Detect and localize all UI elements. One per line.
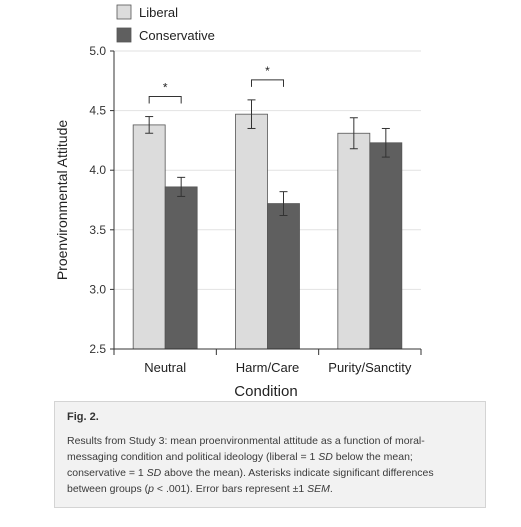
significance-brackets: **	[148, 64, 284, 104]
caption-text: Results from Study 3: mean proenvironmen…	[67, 433, 473, 497]
caption-run: between groups (	[67, 483, 149, 495]
y-tick-label: 4.5	[89, 104, 106, 118]
axes	[113, 51, 422, 355]
bar	[235, 113, 268, 350]
figure-label: Fig. 2.	[67, 411, 99, 423]
caption-run: Results from Study 3: mean proenvironmen…	[67, 435, 425, 447]
y-tick-labels: 2.5 3.0 3.5 4.0 4.5 5.0	[89, 44, 106, 356]
caption-italic-run: SD	[146, 467, 162, 479]
caption-run: < .001). Error bars represent ±1	[153, 483, 308, 495]
caption-run: .	[329, 483, 333, 495]
bar	[164, 186, 198, 350]
legend-label: Conservative	[139, 28, 215, 43]
bar	[369, 142, 403, 350]
caption-italic-run: SD	[318, 451, 333, 463]
caption-run: messaging condition and political ideolo…	[67, 451, 319, 463]
caption-run: below the mean;	[332, 451, 413, 463]
legend-swatch	[116, 27, 132, 43]
caption-run: above the mean). Asterisks indicate sign…	[161, 467, 434, 479]
y-axis-label: Proenvironmental Attitude	[54, 120, 70, 281]
bars	[132, 113, 403, 350]
x-tick-label: Harm/Care	[236, 360, 300, 375]
x-tick-label: Neutral	[144, 360, 186, 375]
caption-italic-run: SEM	[307, 483, 330, 495]
x-axis-label: Condition	[234, 383, 297, 400]
caption-italic-run: p	[148, 483, 154, 495]
y-tick-label: 3.5	[89, 223, 106, 237]
bar	[132, 124, 166, 350]
y-tick-label: 5.0	[89, 44, 106, 58]
x-tick-labels: Neutral Harm/Care Purity/Sanctity	[144, 360, 412, 375]
bar	[337, 132, 371, 350]
significance-asterisk: *	[265, 64, 270, 78]
significance-bracket	[251, 79, 284, 87]
legend-label: Liberal	[139, 5, 178, 20]
significance-asterisk: *	[163, 81, 168, 95]
y-tick-label: 2.5	[89, 342, 106, 356]
error-bars	[145, 99, 390, 216]
caption-run: conservative = 1	[67, 467, 147, 479]
legend: Liberal Conservative	[116, 4, 215, 43]
legend-swatch	[116, 4, 132, 20]
bar	[267, 203, 300, 350]
significance-bracket	[148, 96, 182, 104]
x-tick-label: Purity/Sanctity	[328, 360, 412, 375]
figure-caption: Fig. 2. Results from Study 3: mean proen…	[54, 401, 486, 508]
y-tick-label: 3.0	[89, 282, 106, 296]
y-tick-label: 4.0	[89, 163, 106, 177]
